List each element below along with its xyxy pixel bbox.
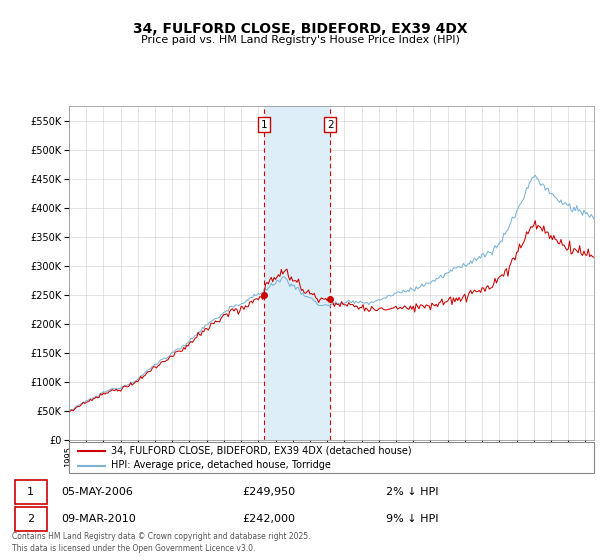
Text: Contains HM Land Registry data © Crown copyright and database right 2025.
This d: Contains HM Land Registry data © Crown c… — [12, 533, 311, 553]
Text: 2: 2 — [327, 120, 334, 130]
Text: Price paid vs. HM Land Registry's House Price Index (HPI): Price paid vs. HM Land Registry's House … — [140, 35, 460, 45]
Text: £249,950: £249,950 — [242, 487, 296, 497]
Text: 2: 2 — [27, 514, 34, 524]
FancyBboxPatch shape — [15, 507, 47, 531]
Text: 09-MAR-2010: 09-MAR-2010 — [61, 514, 136, 524]
FancyBboxPatch shape — [69, 442, 594, 473]
Text: 34, FULFORD CLOSE, BIDEFORD, EX39 4DX: 34, FULFORD CLOSE, BIDEFORD, EX39 4DX — [133, 22, 467, 36]
Text: 05-MAY-2006: 05-MAY-2006 — [61, 487, 133, 497]
Text: HPI: Average price, detached house, Torridge: HPI: Average price, detached house, Torr… — [111, 460, 331, 470]
Text: 9% ↓ HPI: 9% ↓ HPI — [386, 514, 439, 524]
Text: 1: 1 — [261, 120, 268, 130]
Text: £242,000: £242,000 — [242, 514, 295, 524]
Text: 34, FULFORD CLOSE, BIDEFORD, EX39 4DX (detached house): 34, FULFORD CLOSE, BIDEFORD, EX39 4DX (d… — [111, 446, 412, 456]
Bar — [264, 106, 330, 440]
Text: 2% ↓ HPI: 2% ↓ HPI — [386, 487, 439, 497]
FancyBboxPatch shape — [15, 480, 47, 504]
Text: 1: 1 — [27, 487, 34, 497]
